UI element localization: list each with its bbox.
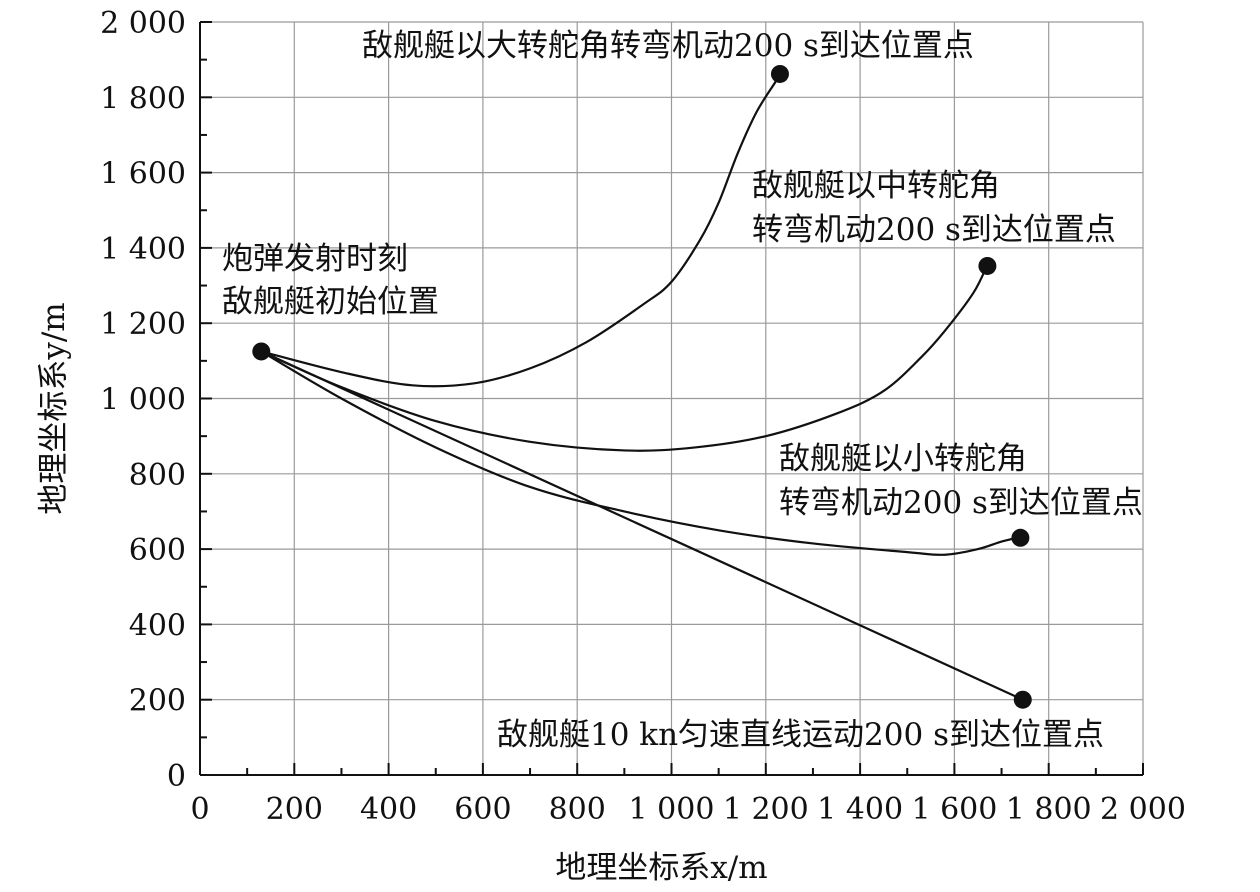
marker-small-rudder-end	[1011, 528, 1030, 547]
trajectory-large-rudder	[261, 73, 781, 388]
x-tick-label: 1 600	[911, 792, 997, 827]
marker-start	[252, 342, 271, 361]
y-tick-label: 400	[129, 608, 186, 643]
marker-straight-line-end	[1013, 690, 1032, 709]
y-tick-label: 1 200	[100, 307, 186, 342]
x-tick-label: 1 800	[1006, 792, 1092, 827]
x-tick-label: 1 200	[723, 792, 809, 827]
annotation-straight-line: 敌舰艇10 kn匀速直线运动200 s到达位置点	[497, 717, 1104, 753]
grid	[200, 21, 1144, 775]
position-markers	[252, 64, 1032, 709]
annotation-medium-rudder-line1: 敌舰艇以中转舵角	[752, 168, 1000, 204]
marker-large-rudder-end	[770, 64, 789, 83]
y-tick-label: 0	[167, 759, 186, 794]
annotation-start-line1: 炮弹发射时刻	[222, 241, 408, 277]
y-axis-title: 地理坐标系y/m	[36, 302, 72, 514]
y-tick-label: 200	[129, 684, 186, 719]
x-tick-label: 0	[190, 792, 209, 827]
trajectory-small-rudder	[260, 350, 1021, 556]
annotation-small-rudder-line1: 敌舰艇以小转舵角	[779, 441, 1027, 477]
trajectory-medium-rudder	[260, 264, 989, 452]
y-tick-label: 1 800	[100, 81, 186, 116]
y-tick-label: 1 000	[100, 383, 186, 418]
x-tick-label: 200	[266, 792, 323, 827]
trajectory-series	[260, 73, 1024, 701]
annotation-small-rudder-line2: 转弯机动200 s到达位置点	[779, 485, 1143, 521]
trajectory-straight-line	[260, 350, 1024, 701]
x-tick-label: 400	[360, 792, 417, 827]
y-tick-label: 1 600	[100, 157, 186, 192]
x-tick-label: 1 000	[629, 792, 715, 827]
y-tick-label: 2 000	[100, 6, 186, 41]
annotation-start-line2: 敌舰艇初始位置	[222, 284, 439, 320]
x-tick-label: 800	[549, 792, 606, 827]
marker-medium-rudder-end	[978, 256, 997, 275]
annotation-medium-rudder-line2: 转弯机动200 s到达位置点	[752, 212, 1116, 248]
x-tick-label: 600	[454, 792, 511, 827]
x-axis-title: 地理坐标系x/m	[555, 850, 767, 886]
annotation-large-rudder: 敌舰艇以大转舵角转弯机动200 s到达位置点	[362, 28, 974, 64]
y-tick-label: 600	[129, 533, 186, 568]
x-tick-label: 2 000	[1100, 792, 1186, 827]
y-tick-label: 1 400	[100, 232, 186, 267]
x-tick-label: 1 400	[817, 792, 903, 827]
axes: 0 200 400 600 800 1 000 1 200 1 400 1 600 1 800 2 …	[100, 6, 1186, 827]
y-tick-label: 800	[129, 458, 186, 493]
